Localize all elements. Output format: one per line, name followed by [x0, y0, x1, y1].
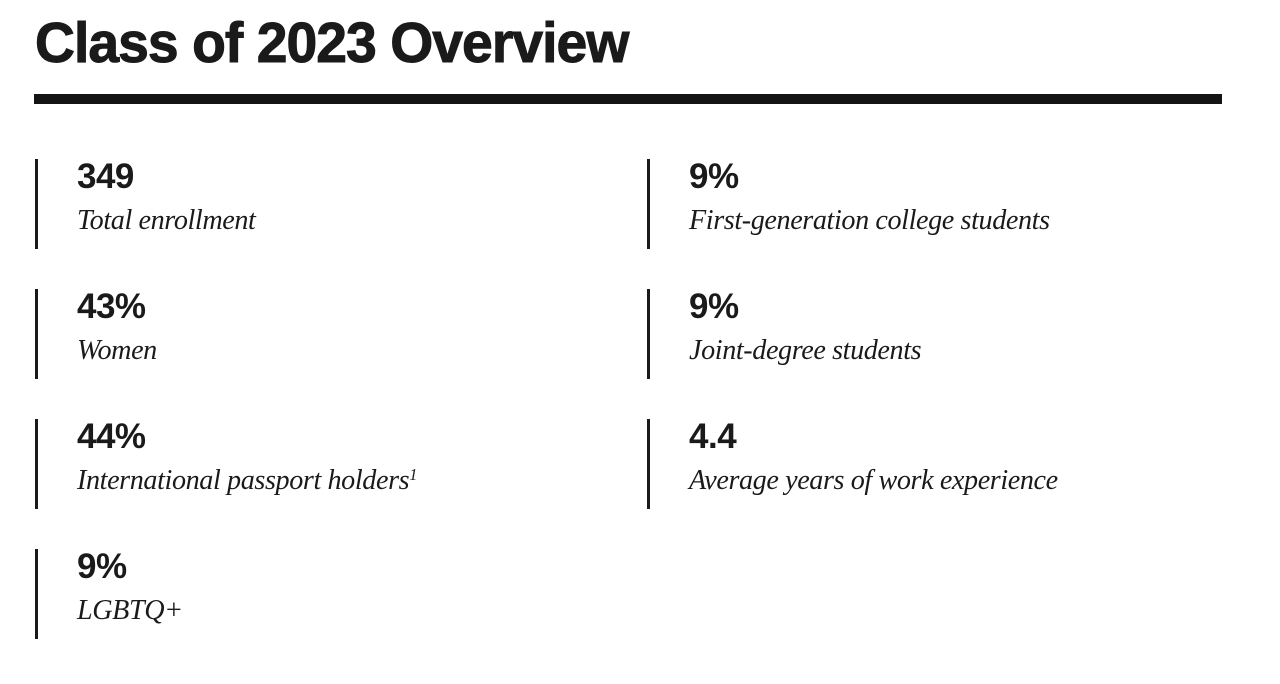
page-title: Class of 2023 Overview	[35, 11, 630, 75]
stat-label: First-generation college students	[689, 206, 1230, 235]
title-divider-rule	[34, 94, 1222, 104]
stat-joint-degree: 9% Joint-degree students	[647, 289, 1247, 379]
stat-label: Women	[77, 336, 618, 365]
stat-label-text: Total enrollment	[77, 204, 256, 236]
stat-label-text: Average years of work experience	[689, 464, 1058, 496]
stat-international-passport-holders: 44% International passport holders1	[35, 419, 635, 509]
stat-value: 4.4	[689, 417, 737, 456]
stat-total-enrollment: 349 Total enrollment	[35, 159, 635, 249]
stat-label: Joint-degree students	[689, 336, 1230, 365]
stat-lgbtq: 9% LGBTQ+	[35, 549, 635, 639]
stat-label-text: LGBTQ+	[77, 594, 183, 626]
stat-label: LGBTQ+	[77, 596, 618, 625]
stat-label-text: International passport holders	[77, 464, 410, 496]
stat-first-generation: 9% First-generation college students	[647, 159, 1247, 249]
stat-label: International passport holders1	[77, 466, 618, 495]
stat-value: 349	[77, 157, 134, 196]
stat-label-text: Joint-degree students	[689, 334, 922, 366]
stats-column-right: 9% First-generation college students 9% …	[647, 159, 1247, 549]
stat-value: 9%	[77, 547, 127, 586]
stat-label-text: First-generation college students	[689, 204, 1050, 236]
stat-value: 9%	[689, 287, 739, 326]
stat-women: 43% Women	[35, 289, 635, 379]
stat-label: Average years of work experience	[689, 466, 1230, 495]
stats-column-left: 349 Total enrollment 43% Women 44% Inter…	[35, 159, 635, 679]
stat-label-text: Women	[77, 334, 157, 366]
stat-value: 43%	[77, 287, 146, 326]
footnote-marker: 1	[409, 464, 417, 484]
stat-value: 9%	[689, 157, 739, 196]
stat-label: Total enrollment	[77, 206, 618, 235]
stat-value: 44%	[77, 417, 146, 456]
stat-work-experience: 4.4 Average years of work experience	[647, 419, 1247, 509]
